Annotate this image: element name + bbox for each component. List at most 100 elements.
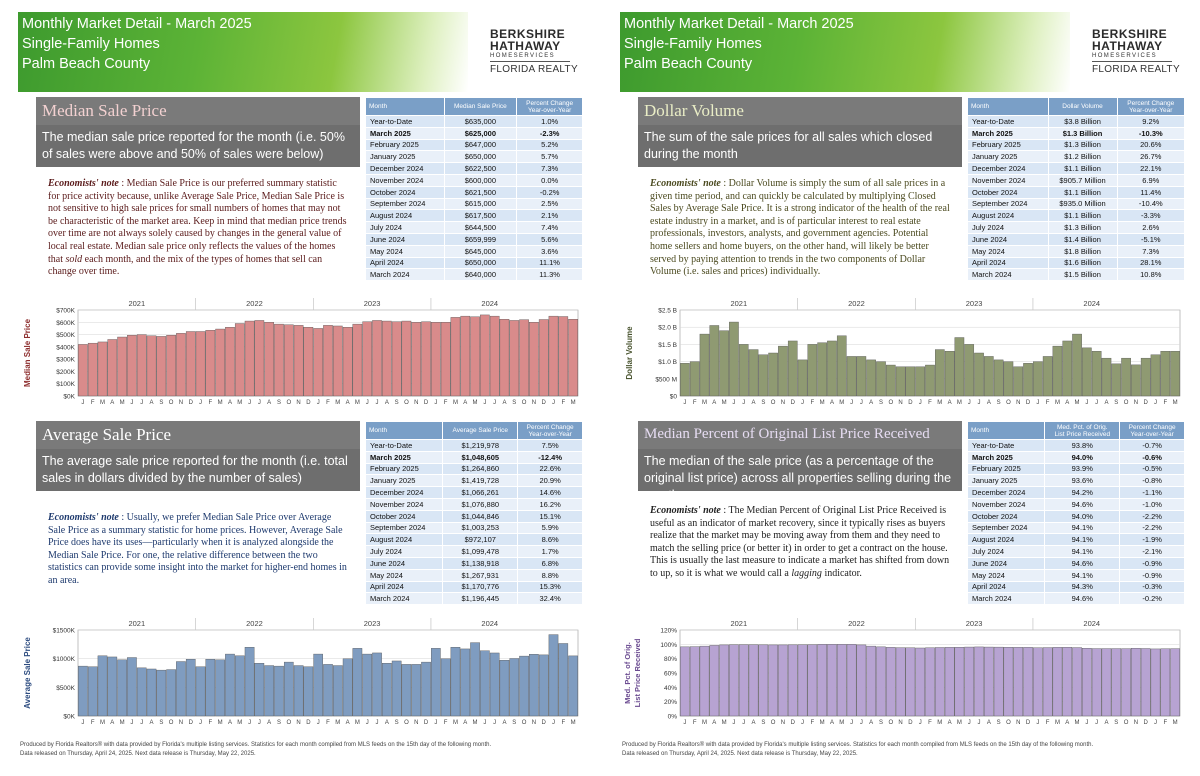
bar bbox=[1150, 354, 1161, 397]
bar bbox=[905, 647, 916, 717]
bar bbox=[274, 323, 284, 397]
bar bbox=[1072, 333, 1082, 397]
y-tick-label: $700K bbox=[56, 308, 75, 315]
change-cell: 9.2% bbox=[1116, 115, 1186, 128]
x-tick-label: M bbox=[722, 720, 727, 726]
year-label: 2021 bbox=[730, 619, 747, 628]
header-line2: Single-Family Homes bbox=[624, 36, 762, 52]
header-text: Monthly Market Detail - March 2025 Singl… bbox=[22, 14, 252, 74]
x-tick-label: J bbox=[732, 400, 735, 406]
bar bbox=[254, 320, 265, 397]
bar bbox=[529, 322, 539, 397]
bar bbox=[758, 354, 769, 397]
x-tick-label: D bbox=[306, 400, 311, 406]
month-cell: January 2025 bbox=[967, 150, 1049, 164]
year-label: 2024 bbox=[481, 299, 498, 308]
value-cell: $1.6 Billion bbox=[1047, 256, 1118, 270]
month-cell: March 2024 bbox=[966, 592, 1046, 606]
x-tick-label: J bbox=[258, 720, 261, 726]
x-tick-label: J bbox=[493, 400, 496, 406]
x-tick-label: M bbox=[218, 720, 223, 726]
year-label: 2021 bbox=[730, 299, 747, 308]
change-cell: -0.2% bbox=[1119, 592, 1185, 606]
bar bbox=[846, 356, 857, 397]
y-tick-label: 120% bbox=[660, 628, 677, 635]
bar bbox=[362, 321, 373, 397]
logo-line3: HOMESERVICES bbox=[490, 53, 556, 59]
bar bbox=[303, 327, 314, 397]
table-row: March 2024 94.6% -0.2% bbox=[966, 592, 1185, 606]
bar bbox=[401, 320, 412, 397]
change-cell: -0.3% bbox=[1119, 580, 1185, 594]
x-tick-label: A bbox=[385, 400, 389, 406]
x-tick-label: A bbox=[228, 720, 232, 726]
bar bbox=[1013, 647, 1024, 717]
x-tick-label: F bbox=[693, 400, 697, 406]
y-tick-label: $600K bbox=[56, 320, 75, 327]
table-row: January 2025 $650,000 5.7% bbox=[365, 150, 583, 164]
x-tick-label: J bbox=[483, 720, 486, 726]
x-tick-label: J bbox=[493, 720, 496, 726]
value-cell: $650,000 bbox=[443, 150, 518, 164]
change-cell: 14.6% bbox=[517, 486, 583, 499]
bar bbox=[787, 340, 798, 397]
bar bbox=[1072, 647, 1082, 717]
change-cell: 11.4% bbox=[1116, 185, 1186, 199]
x-tick-label: J bbox=[258, 400, 261, 406]
bar bbox=[1101, 357, 1112, 397]
table-row: May 2024 $1.8 Billion 7.3% bbox=[967, 244, 1186, 258]
x-tick-label: A bbox=[385, 720, 389, 726]
chart-svg: 2021 2022 2023 2024 $0 $500 M $1.0 B $1.5 B $2.0… bbox=[625, 298, 1181, 406]
y-tick-label: $0K bbox=[63, 714, 75, 721]
change-cell: 5.9% bbox=[517, 521, 583, 535]
bar bbox=[954, 337, 965, 397]
y-axis-label: Med. Pct. of Orig. bbox=[623, 642, 632, 704]
x-tick-label: M bbox=[1075, 400, 1080, 406]
pctlist-economists-note: Economists' note : The Median Percent of… bbox=[650, 505, 950, 579]
note-label: Economists' note bbox=[48, 178, 119, 189]
bar bbox=[244, 320, 255, 397]
change-cell: 26.7% bbox=[1116, 150, 1186, 164]
month-cell: April 2024 bbox=[364, 580, 444, 594]
value-cell: 94.0% bbox=[1044, 509, 1121, 523]
change-cell: 5.6% bbox=[516, 232, 583, 246]
bar bbox=[401, 664, 412, 717]
bar bbox=[293, 665, 304, 717]
x-tick-label: M bbox=[839, 720, 844, 726]
change-cell: 7.3% bbox=[1116, 244, 1186, 258]
bar bbox=[1091, 648, 1102, 717]
y-tick-label: $400K bbox=[56, 344, 75, 351]
x-tick-label: M bbox=[218, 400, 223, 406]
month-cell: May 2024 bbox=[966, 568, 1046, 582]
header-banner bbox=[620, 12, 1070, 92]
year-label: 2021 bbox=[128, 299, 145, 308]
value-cell: $622,500 bbox=[443, 162, 518, 175]
month-cell: March 2024 bbox=[364, 592, 444, 606]
table-row: April 2024 $1.6 Billion 28.1% bbox=[967, 256, 1186, 270]
bar bbox=[1091, 351, 1102, 397]
bar bbox=[699, 645, 710, 717]
bar bbox=[1101, 648, 1112, 717]
x-tick-label: J bbox=[248, 400, 251, 406]
year-label: 2024 bbox=[1083, 619, 1100, 628]
bar bbox=[333, 325, 343, 397]
value-cell: 94.3% bbox=[1044, 580, 1121, 594]
bar bbox=[489, 652, 500, 717]
month-cell: November 2024 bbox=[966, 497, 1046, 511]
bar bbox=[480, 650, 490, 717]
x-tick-label: A bbox=[830, 400, 834, 406]
value-cell: $1.8 Billion bbox=[1047, 244, 1118, 258]
x-tick-label: M bbox=[473, 720, 478, 726]
value-cell: $1,267,931 bbox=[442, 568, 519, 582]
bar bbox=[411, 664, 422, 717]
bar bbox=[1023, 647, 1033, 717]
bar bbox=[974, 352, 984, 397]
x-tick-label: A bbox=[830, 720, 834, 726]
table-row: May 2024 $645,000 3.6% bbox=[365, 244, 583, 258]
month-cell: Year-to-Date bbox=[967, 115, 1049, 128]
x-tick-label: S bbox=[761, 720, 765, 726]
x-tick-label: O bbox=[1124, 720, 1129, 726]
bar bbox=[117, 336, 127, 397]
value-cell: $1,264,860 bbox=[442, 462, 519, 476]
bar bbox=[440, 322, 451, 397]
